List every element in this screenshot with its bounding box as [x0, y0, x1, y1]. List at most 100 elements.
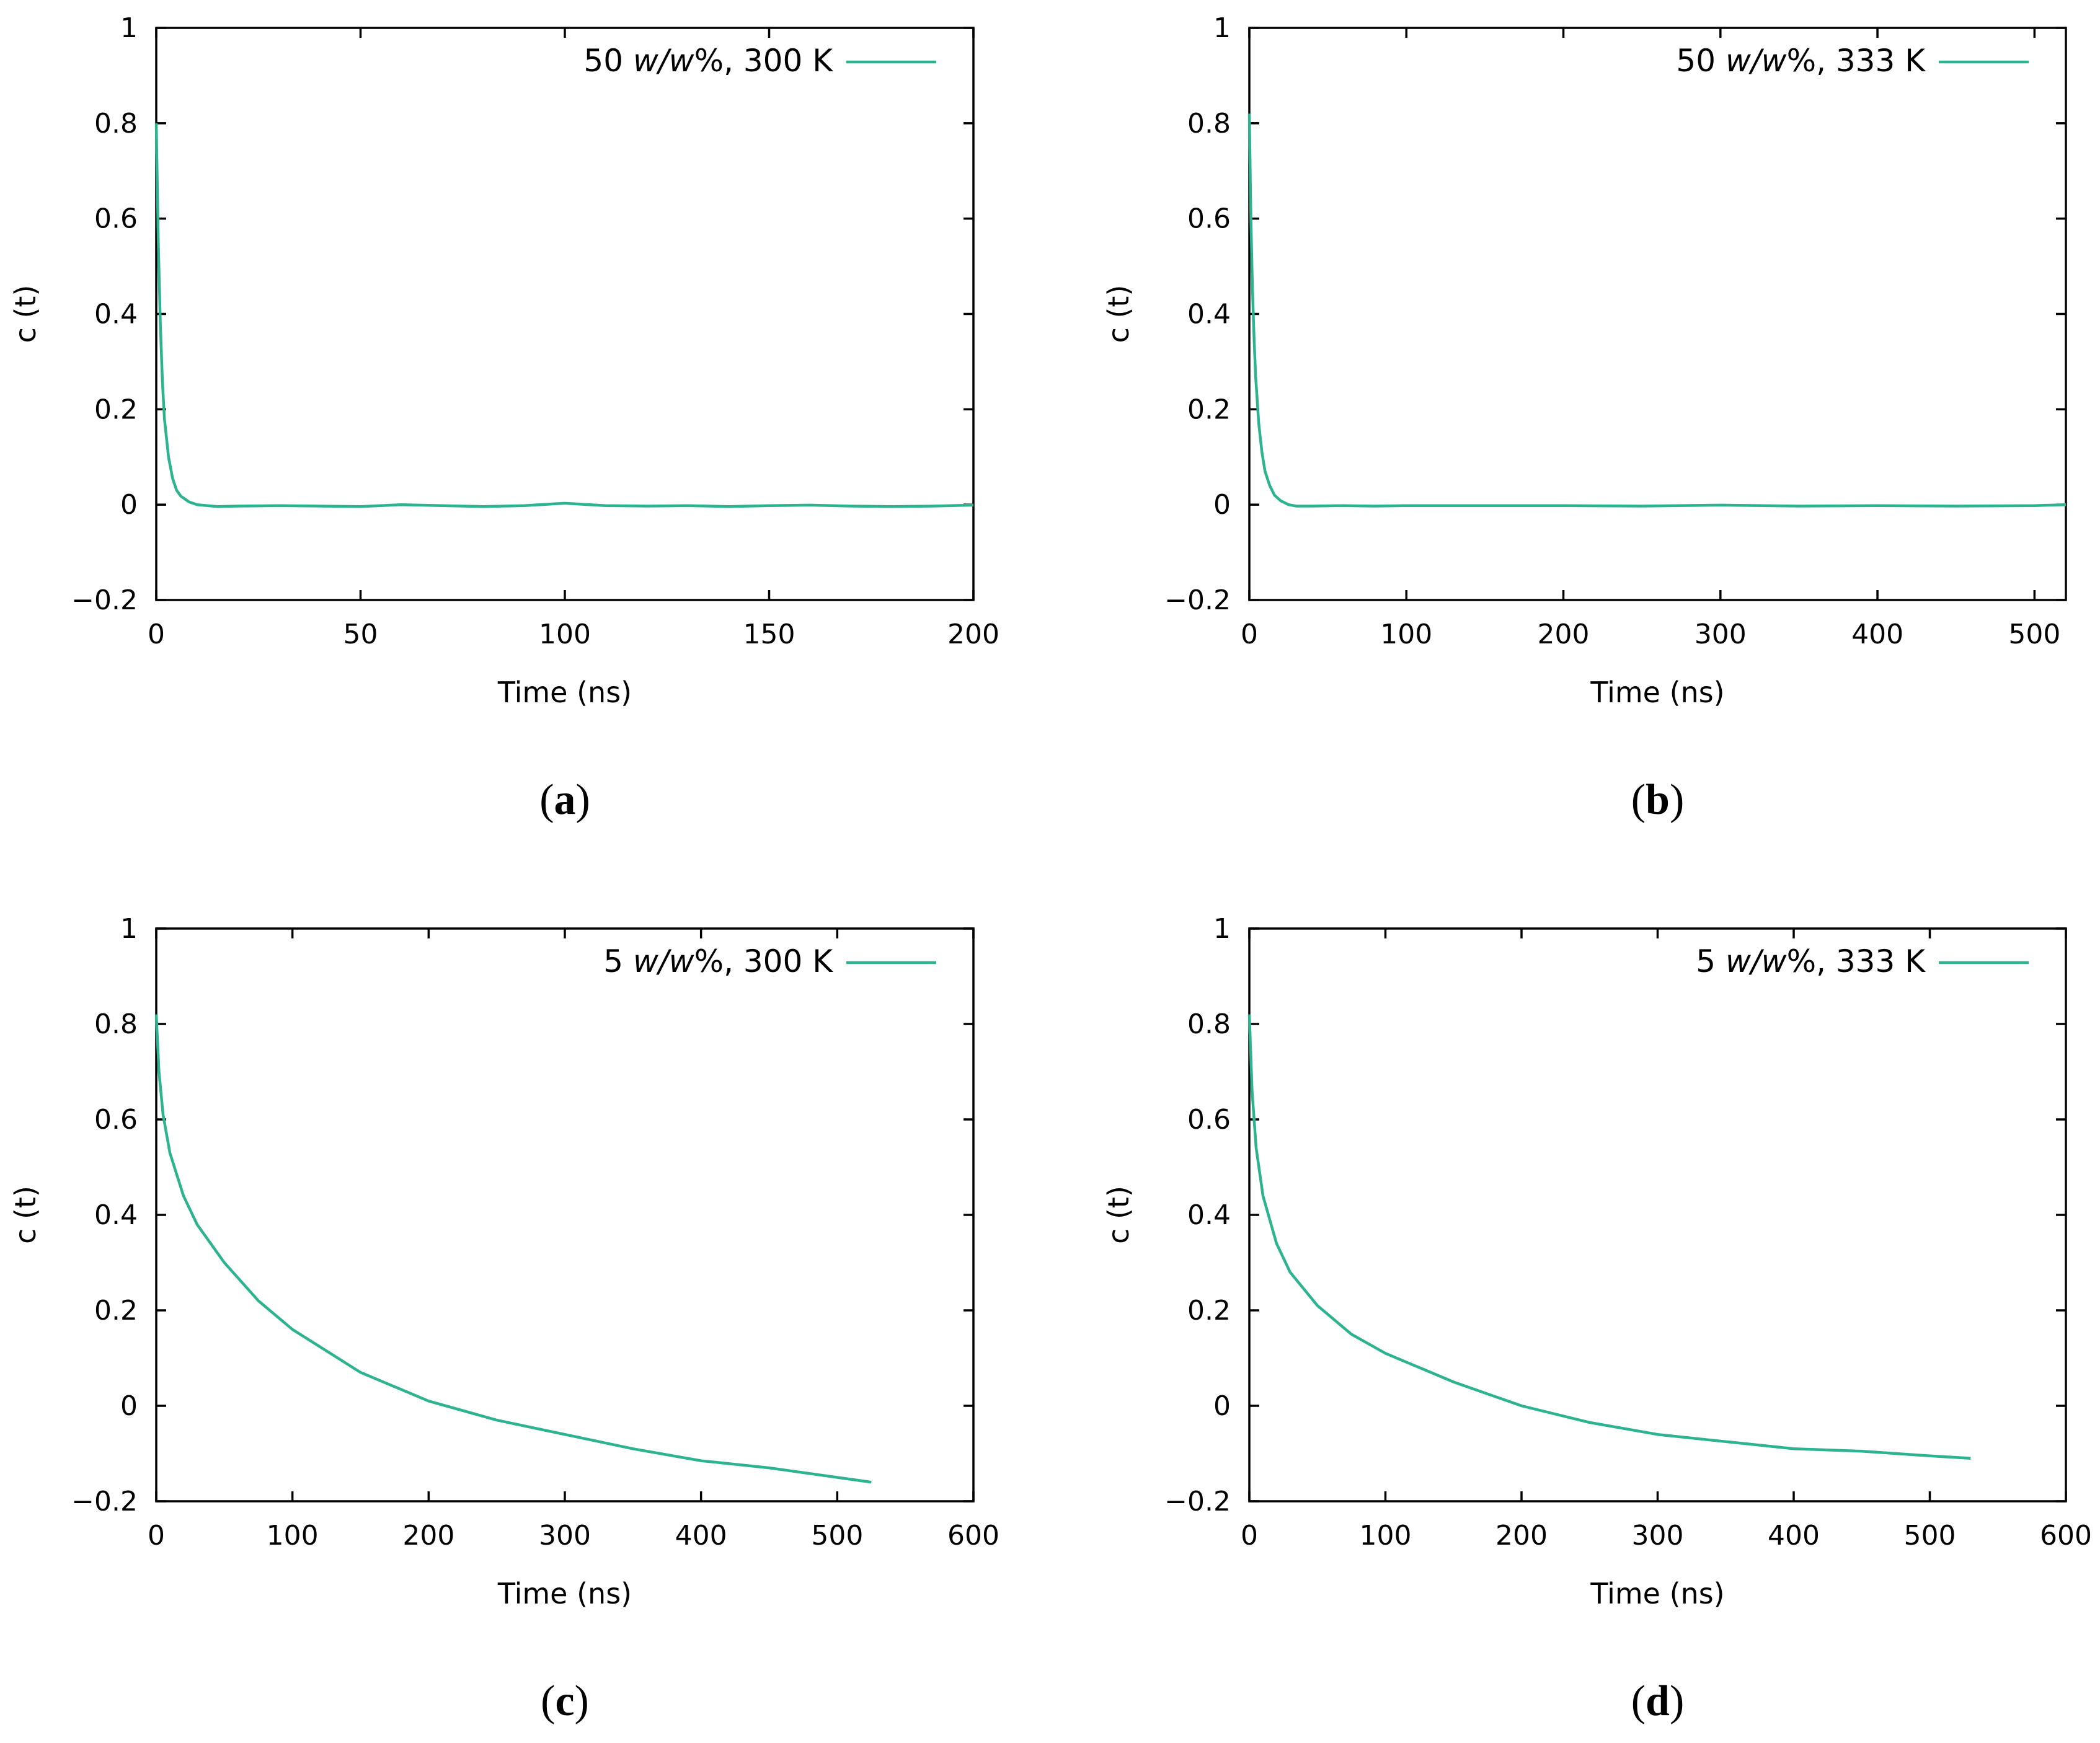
y-tick-label: −0.2 [71, 1486, 138, 1517]
y-tick-label: 1 [120, 913, 138, 945]
y-tick-label: 0.4 [94, 1199, 138, 1231]
plot-frame [1248, 27, 2067, 601]
x-tick-label: 400 [1851, 619, 1903, 650]
x-tick-label: 500 [1904, 1520, 1956, 1551]
caption-paren-close: ) [1670, 1677, 1684, 1725]
x-axis-title: Time (ns) [497, 1577, 632, 1610]
x-tick-label: 200 [1538, 619, 1590, 650]
y-tick-label: 0.2 [1187, 1295, 1231, 1326]
y-axis-title: c (t) [1102, 1186, 1135, 1244]
legend-label-part: 5 [1696, 943, 1726, 979]
legend-label-part: 5 [603, 943, 633, 979]
y-tick-label: 0.6 [1187, 1104, 1231, 1136]
series-line [1247, 1014, 1971, 1460]
x-tick-label: 100 [1360, 1520, 1412, 1551]
y-axis-title: c (t) [9, 285, 42, 343]
legend-label-part: %, 333 K [1787, 43, 1926, 79]
y-tick-label: 0.2 [1187, 394, 1231, 425]
legend-label-part: w/w [633, 43, 694, 79]
x-axis-title: Time (ns) [497, 676, 632, 709]
y-tick-label: 0.8 [1187, 1008, 1231, 1040]
y-tick-label: 0.4 [94, 299, 138, 330]
caption-paren-close: ) [576, 776, 590, 824]
plot-frame [1248, 927, 2067, 1503]
y-tick-label: −0.2 [71, 585, 138, 616]
y-tick-label: 0 [1213, 1390, 1231, 1422]
y-tick-label: 0 [1213, 489, 1231, 521]
x-tick-label: 0 [148, 1520, 165, 1551]
x-axis-title: Time (ns) [1590, 676, 1724, 709]
x-tick-label: 0 [148, 619, 165, 650]
legend-label-part: %, 333 K [1787, 943, 1926, 979]
legend-label-part: w/w [633, 943, 694, 979]
y-tick-label: −0.2 [1164, 1486, 1231, 1517]
x-tick-label: 200 [402, 1520, 454, 1551]
y-tick-label: 0.6 [1187, 203, 1231, 235]
y-tick-label: 0.4 [1187, 299, 1231, 330]
x-tick-label: 400 [675, 1520, 727, 1551]
y-axis-title: c (t) [9, 1186, 42, 1244]
x-tick-label: 300 [539, 1520, 591, 1551]
series-line [154, 123, 974, 508]
caption-letter: b [1646, 776, 1670, 824]
legend-label: 5 w/w%, 300 K [603, 943, 833, 979]
caption-paren-close: ) [1670, 776, 1684, 824]
y-tick-label: 1 [1213, 913, 1231, 945]
caption-paren-close: ) [575, 1677, 589, 1725]
legend-label: 50 w/w%, 300 K [583, 43, 833, 79]
panel-c: 0 100 200 300 400 500 600 1 0.8 0.6 0.4 0.2 0 −0.2 Tim… [9, 913, 999, 1725]
legend-label-part: w/w [1726, 943, 1787, 979]
caption-paren-open: ( [541, 1677, 555, 1725]
x-tick-label: 600 [2040, 1520, 2092, 1551]
y-tick-label: 1 [1213, 12, 1231, 44]
y-tick-label: −0.2 [1164, 585, 1231, 616]
x-tick-label: 200 [1495, 1520, 1548, 1551]
legend-label-part: %, 300 K [694, 943, 834, 979]
x-tick-label: 500 [2008, 619, 2060, 650]
panel-caption: (c) [541, 1677, 589, 1725]
caption-letter: c [555, 1677, 574, 1725]
legend-label: 5 w/w%, 333 K [1696, 943, 1926, 979]
x-tick-label: 100 [539, 619, 591, 650]
panel-a: 0 50 100 150 200 1 0.8 0.6 0.4 0.2 0 −0.2 Time (ns) c… [9, 12, 999, 824]
y-tick-label: 0.6 [94, 203, 138, 235]
x-tick-label: 150 [743, 619, 795, 650]
x-tick-label: 100 [1380, 619, 1432, 650]
panel-caption: (b) [1631, 776, 1685, 824]
y-tick-label: 0.8 [94, 1008, 138, 1040]
caption-letter: d [1646, 1677, 1670, 1725]
y-tick-label: 0.8 [94, 108, 138, 139]
x-axis-title: Time (ns) [1590, 1577, 1724, 1610]
x-tick-label: 300 [1632, 1520, 1684, 1551]
panel-d: 0 100 200 300 400 500 600 1 0.8 0.6 0.4 0.2 0 −0.2 Tim… [1102, 913, 2092, 1725]
panel-b: 0 100 200 300 400 500 1 0.8 0.6 0.4 0.2 0 −0.2 Time (… [1102, 12, 2067, 824]
x-tick-label: 400 [1768, 1520, 1820, 1551]
y-tick-label: 1 [120, 12, 138, 44]
x-tick-label: 600 [947, 1520, 999, 1551]
legend-label-part: w/w [1726, 43, 1787, 79]
y-tick-label: 0.8 [1187, 108, 1231, 139]
panel-caption: (a) [539, 776, 590, 824]
caption-letter: a [554, 776, 576, 824]
x-tick-label: 100 [267, 1520, 319, 1551]
y-tick-label: 0.4 [1187, 1199, 1231, 1231]
series-line [154, 1014, 872, 1484]
legend-label-part: 50 [583, 43, 633, 79]
y-tick-label: 0.2 [94, 394, 138, 425]
x-tick-label: 0 [1241, 619, 1258, 650]
legend-label-part: %, 300 K [694, 43, 834, 79]
legend-label-part: 50 [1676, 43, 1726, 79]
y-tick-label: 0 [120, 489, 138, 521]
caption-paren-open: ( [1631, 776, 1646, 824]
x-tick-label: 200 [947, 619, 999, 650]
series-line [1247, 113, 2067, 508]
plot-frame [155, 27, 975, 601]
caption-paren-open: ( [1631, 1677, 1646, 1725]
panel-caption: (d) [1631, 1677, 1685, 1725]
x-tick-label: 0 [1241, 1520, 1258, 1551]
caption-paren-open: ( [539, 776, 554, 824]
plot-frame [155, 927, 975, 1503]
x-tick-label: 50 [343, 619, 378, 650]
